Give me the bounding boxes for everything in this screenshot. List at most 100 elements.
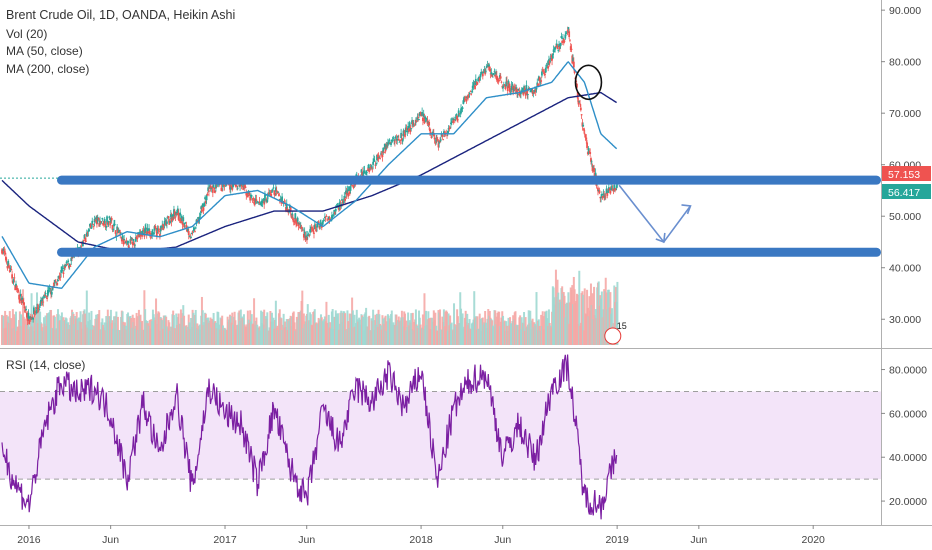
volume-bar <box>253 298 256 345</box>
candle-body <box>194 231 196 232</box>
candle-body <box>471 91 473 93</box>
candle-body <box>436 139 439 141</box>
candle-body <box>576 83 578 88</box>
candle-body <box>583 128 585 131</box>
candle-body <box>200 206 203 210</box>
candle-body <box>71 257 73 259</box>
candle-body <box>361 171 364 177</box>
candle-body <box>271 191 273 193</box>
candle-body <box>534 89 537 92</box>
candle-body <box>521 88 524 91</box>
volume-bar <box>266 312 269 345</box>
candle-body <box>499 75 501 78</box>
volume-bar <box>411 312 414 345</box>
candle-body <box>481 73 484 77</box>
candle-body <box>500 81 503 83</box>
candle-body <box>560 36 563 38</box>
candle-body <box>138 234 140 238</box>
rsi-tick-label: 80.0000 <box>889 365 927 377</box>
candle-body <box>270 193 273 197</box>
candle-body <box>583 133 586 135</box>
price-axis[interactable]: 90.00080.00070.00060.00050.00040.00030.0… <box>881 5 921 326</box>
candle-body <box>465 99 468 102</box>
candle-body <box>10 269 13 270</box>
time-tick-label: 2019 <box>605 534 629 546</box>
candle-body <box>502 86 504 89</box>
candle-body <box>15 283 17 288</box>
candle-body <box>242 186 245 190</box>
candle-body <box>302 233 305 238</box>
candle-body <box>590 161 593 163</box>
support-zone-upper[interactable] <box>57 175 881 185</box>
candle-body <box>6 265 9 269</box>
indicator-volume[interactable]: Vol (20) <box>6 27 48 41</box>
candle-body <box>552 49 555 53</box>
rsi-axis[interactable]: 80.0000 60.0000 40.0000 20.0000 <box>881 365 927 509</box>
candle-body <box>544 67 547 73</box>
candle-body <box>87 230 90 232</box>
candle-body <box>400 138 403 141</box>
chart-title[interactable]: Brent Crude Oil, 1D, OANDA, Heikin Ashi <box>6 8 236 22</box>
candle-body <box>604 196 607 198</box>
candle-body <box>365 174 368 175</box>
candle-body <box>398 141 401 143</box>
candle-body <box>146 228 149 232</box>
indicator-ma50[interactable]: MA (50, close) <box>6 44 83 58</box>
candle-body <box>103 223 105 225</box>
candle-body <box>1 252 4 253</box>
candle-body <box>561 40 564 44</box>
candle-body <box>11 274 14 279</box>
volume-bar <box>439 309 442 345</box>
candle-body <box>551 57 553 61</box>
candle-body <box>180 218 182 224</box>
candle-body <box>274 194 276 196</box>
volume-bar <box>337 313 340 345</box>
candle-body <box>406 130 409 132</box>
candle-body <box>403 131 406 133</box>
candle-body <box>347 193 350 197</box>
candle-body <box>122 239 125 245</box>
candle-body <box>322 221 325 223</box>
candle-body <box>546 64 549 66</box>
candle-body <box>506 85 509 92</box>
candle-body <box>53 283 56 285</box>
volume-bar <box>365 307 368 345</box>
candle-body <box>467 95 470 97</box>
candle-body <box>202 207 205 211</box>
volume-bar <box>274 300 277 345</box>
rsi-label[interactable]: RSI (14, close) <box>6 358 86 372</box>
candle-body <box>183 223 185 227</box>
time-axis[interactable]: 2016 Jun 2017 Jun 2018 Jun 2019 Jun 2020 <box>17 525 825 546</box>
candle-body <box>273 190 276 195</box>
candle-body <box>540 80 543 82</box>
candle-body <box>587 148 590 153</box>
event-count: 15 <box>617 321 627 331</box>
candle-body <box>207 187 210 192</box>
volume-bar <box>85 290 88 345</box>
candle-body <box>47 289 50 292</box>
candle-body <box>585 137 588 140</box>
candle-body <box>493 71 496 73</box>
candle-body <box>303 231 306 234</box>
indicator-ma200[interactable]: MA (200, close) <box>6 62 90 76</box>
candle-body <box>603 195 606 198</box>
candle-body <box>167 216 170 219</box>
candle-body <box>298 222 301 224</box>
candle-body <box>537 83 539 87</box>
candle-body <box>477 78 480 82</box>
candle-body <box>106 216 108 223</box>
price-tick-label: 50.000 <box>889 211 921 223</box>
circle-annotation[interactable] <box>574 64 603 101</box>
support-zones[interactable] <box>57 175 881 257</box>
candle-body <box>422 113 425 117</box>
candle-body <box>439 140 441 143</box>
candle-body <box>370 165 373 167</box>
volume-bar <box>616 281 619 345</box>
event-badge[interactable]: 15 <box>604 321 627 345</box>
support-zone-lower[interactable] <box>57 247 881 257</box>
candle-body <box>56 283 59 286</box>
candle-body <box>34 311 37 313</box>
candle-body <box>600 194 603 197</box>
candle-body <box>428 121 431 126</box>
